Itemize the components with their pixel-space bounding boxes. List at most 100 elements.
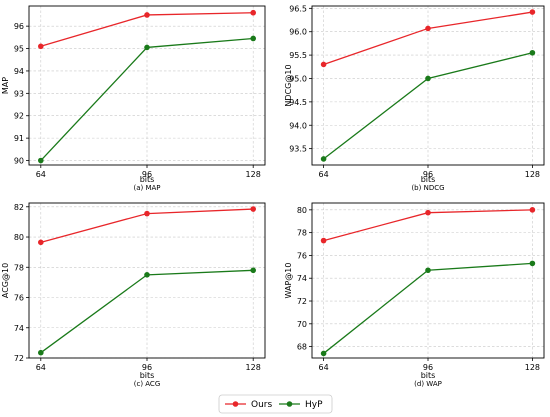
y-tick-label: 82 <box>14 203 24 212</box>
data-point <box>38 157 44 164</box>
y-tick-label: 93 <box>14 89 24 98</box>
x-tick-label: 96 <box>142 363 152 372</box>
x-axis-label: bits <box>421 371 436 380</box>
x-tick-label: 64 <box>319 170 329 179</box>
series-ours <box>38 206 256 246</box>
y-tick-label: 94.5 <box>289 98 307 107</box>
y-tick-label: 92 <box>14 112 24 121</box>
axes-frame <box>311 202 545 359</box>
legend-label-ours: Ours <box>251 400 272 410</box>
x-tick-label: 96 <box>423 170 433 179</box>
data-point <box>425 209 431 216</box>
legend-marker-ours <box>232 401 239 407</box>
series-ours <box>38 9 256 50</box>
series-ours <box>320 207 536 244</box>
x-axis-label: bits <box>421 175 436 184</box>
chart-caption: (d) WAP <box>414 380 442 388</box>
x-tick-label: 64 <box>36 170 46 179</box>
y-tick-label: 95 <box>14 45 24 54</box>
series-hyp <box>320 49 536 162</box>
x-tick-label: 128 <box>525 170 540 179</box>
series-hyp <box>38 267 256 356</box>
chart-caption: (a) MAP <box>133 184 160 192</box>
data-point <box>425 267 431 274</box>
axes-frame <box>311 5 545 166</box>
y-tick-label: 94 <box>14 67 24 76</box>
y-axis-label: NDCG@10 <box>284 64 293 106</box>
y-tick-label: 95.0 <box>289 74 307 83</box>
data-point <box>250 9 256 16</box>
chart-caption: (c) ACG <box>134 380 161 388</box>
data-point <box>38 349 44 356</box>
chart-1: 93.5 94.0 94.5 95.0 95.5 96.0 96.5 64 96 128 bits(… <box>284 4 545 192</box>
x-tick-label: 128 <box>246 170 261 179</box>
data-point <box>425 75 431 82</box>
data-point <box>320 237 327 244</box>
chart-3: 68 70 72 74 76 78 80 64 96 128 bits(d) WAP WAP@10 <box>284 202 545 388</box>
data-point <box>144 272 150 278</box>
legend-entry-ours: Ours <box>225 400 272 410</box>
data-point <box>144 12 150 18</box>
series-hyp <box>320 260 536 357</box>
y-tick-label: 96.0 <box>289 28 307 37</box>
y-tick-label: 90 <box>14 157 24 166</box>
chart-caption: (b) NDCG <box>411 184 444 192</box>
y-axis-label: WAP@10 <box>284 263 293 299</box>
y-tick-label: 78 <box>14 263 24 272</box>
data-point <box>38 43 44 50</box>
y-tick-label: 78 <box>297 229 307 238</box>
y-tick-label: 68 <box>297 343 307 352</box>
y-tick-label: 80 <box>14 233 24 242</box>
legend: Ours HyP <box>218 394 333 414</box>
data-point <box>529 49 536 56</box>
x-tick-label: 96 <box>142 170 152 179</box>
data-point <box>529 260 536 267</box>
y-axis-label: ACG@10 <box>1 263 10 298</box>
y-tick-label: 70 <box>297 320 307 329</box>
legend-label-hyp: HyP <box>305 400 323 410</box>
legend-marker-hyp <box>286 401 293 407</box>
y-tick-label: 94.0 <box>289 121 307 130</box>
data-point <box>529 207 536 213</box>
x-axis-label: bits <box>140 371 155 380</box>
series-hyp <box>38 35 256 164</box>
y-tick-label: 72 <box>14 354 24 363</box>
chart-0: 90 91 92 93 94 95 96 64 96 128 bits(a) MAP MAP <box>1 5 266 192</box>
y-tick-label: 91 <box>14 134 24 143</box>
data-point <box>144 210 150 217</box>
x-tick-label: 64 <box>36 363 46 372</box>
x-axis-label: bits <box>140 175 155 184</box>
y-tick-label: 96 <box>14 22 24 31</box>
data-point <box>320 350 327 357</box>
chart-2: 72 74 76 78 80 82 64 96 128 bits(c) ACG ACG@10 <box>1 202 266 388</box>
axes-frame <box>28 202 266 359</box>
data-point <box>425 25 431 32</box>
x-tick-label: 96 <box>423 363 433 372</box>
data-point <box>529 9 536 15</box>
data-point <box>38 239 44 246</box>
legend-entry-hyp: HyP <box>279 400 323 410</box>
y-tick-label: 96.5 <box>289 4 307 13</box>
data-point <box>320 156 327 162</box>
y-tick-label: 74 <box>297 274 307 283</box>
y-tick-label: 80 <box>297 206 307 215</box>
data-point <box>320 61 327 68</box>
data-point <box>250 35 256 42</box>
x-tick-label: 128 <box>525 363 540 372</box>
y-tick-label: 95.5 <box>289 51 307 60</box>
legend-frame <box>218 394 333 414</box>
x-tick-label: 64 <box>319 363 329 372</box>
y-tick-label: 76 <box>14 294 24 303</box>
y-axis-label: MAP <box>1 77 10 94</box>
data-point <box>144 44 150 51</box>
data-point <box>250 206 256 212</box>
x-tick-label: 128 <box>246 363 261 372</box>
data-point <box>250 267 256 274</box>
y-tick-label: 76 <box>297 251 307 260</box>
y-tick-label: 74 <box>14 324 24 333</box>
series-ours <box>320 9 536 68</box>
y-tick-label: 72 <box>297 297 307 306</box>
axes-frame <box>28 5 266 166</box>
